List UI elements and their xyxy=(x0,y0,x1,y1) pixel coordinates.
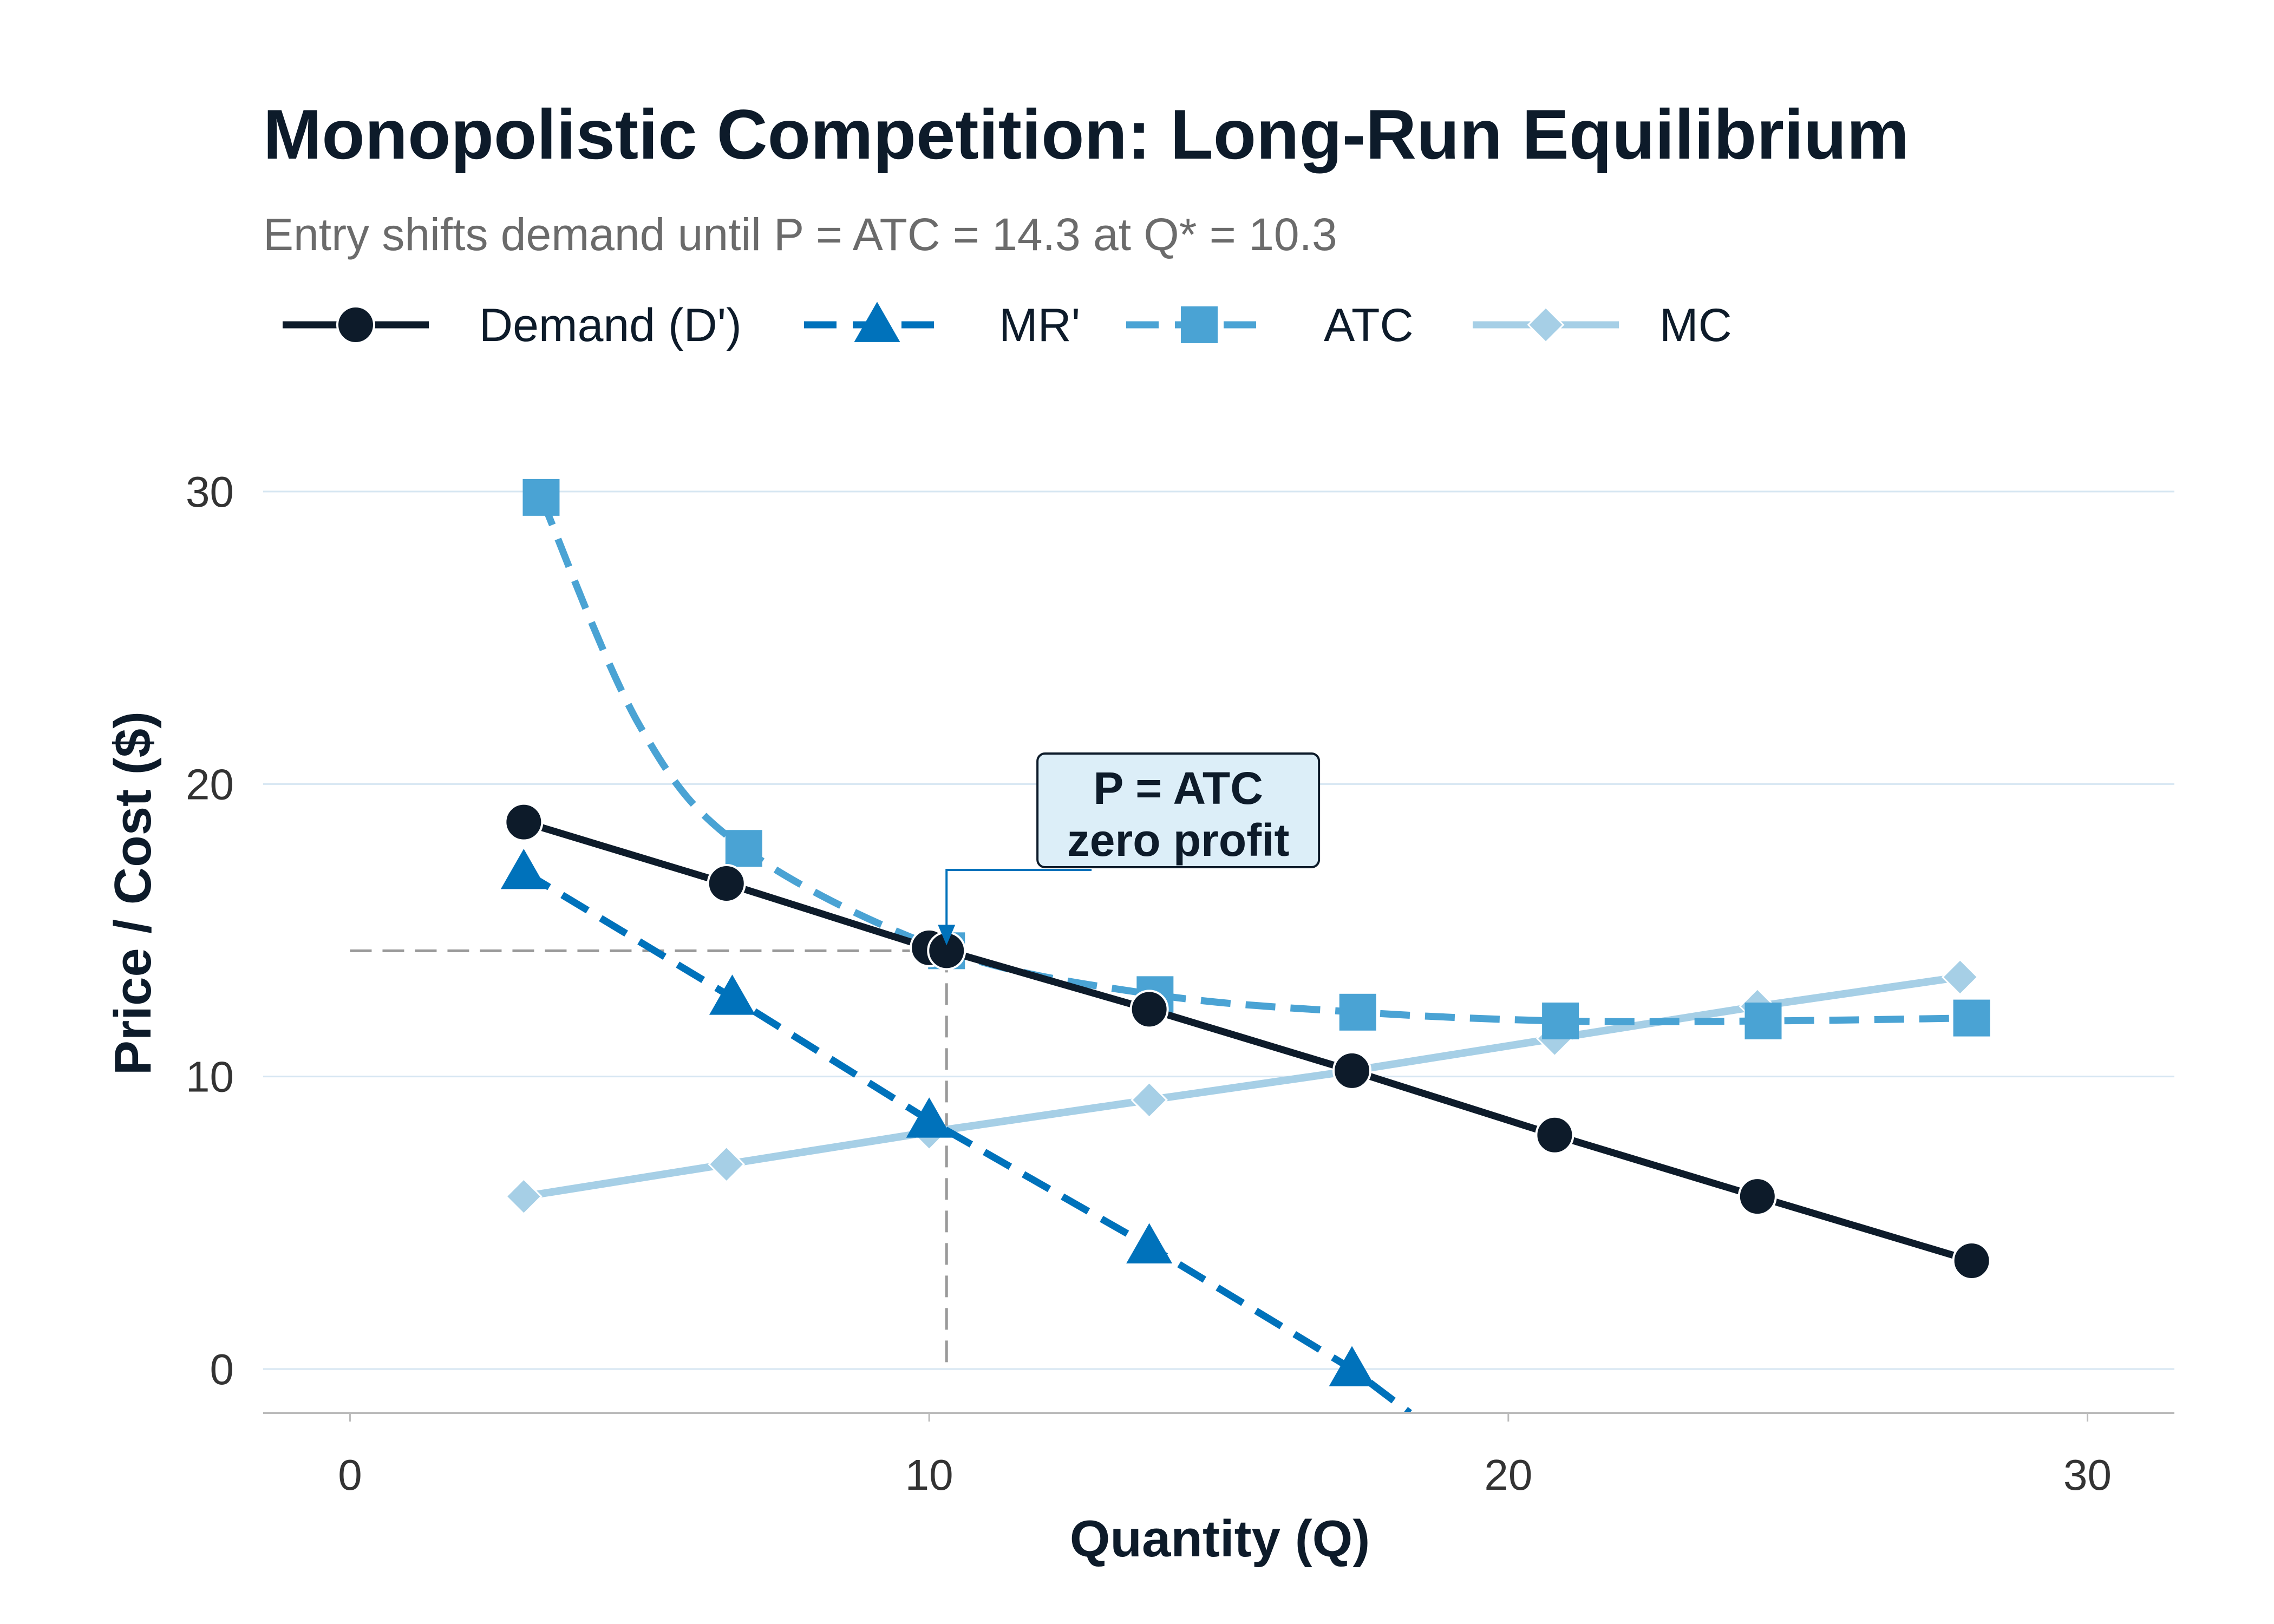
series-layer xyxy=(500,479,1991,1413)
data-point xyxy=(1542,1003,1579,1039)
data-point xyxy=(1329,1346,1375,1386)
axes: 0 10 20 30 0 10 20 30 xyxy=(186,468,2174,1499)
legend-swatch-marker xyxy=(1181,306,1218,343)
data-point xyxy=(1744,1003,1782,1039)
legend-label: ATC xyxy=(1324,299,1414,351)
legend-item: MR' xyxy=(804,299,1080,351)
annotation-box xyxy=(1036,752,1321,868)
data-point xyxy=(522,479,560,516)
y-tick-label: 10 xyxy=(186,1053,234,1101)
grid xyxy=(263,490,2174,1370)
data-point xyxy=(1129,990,1169,1029)
y-tick-label: 30 xyxy=(186,468,234,516)
data-point xyxy=(500,848,547,889)
series-line xyxy=(538,496,1972,1025)
data-point xyxy=(709,974,755,1015)
data-point xyxy=(1339,993,1376,1031)
series-line xyxy=(523,973,1961,1201)
legend-label: MR' xyxy=(999,299,1080,351)
x-tick-label: 30 xyxy=(2063,1451,2112,1499)
data-point xyxy=(1952,1241,1991,1281)
legend-swatch-marker xyxy=(854,302,900,342)
x-axis-label: Quantity (Q) xyxy=(1070,1510,1370,1568)
annotation-arrow-head xyxy=(938,925,956,946)
data-point xyxy=(1941,958,1979,996)
legend: Demand (D') MR' ATC MC xyxy=(283,299,1732,351)
data-point xyxy=(504,802,544,842)
data-point xyxy=(725,830,762,867)
data-point xyxy=(1131,1081,1168,1119)
legend-swatch-marker xyxy=(336,305,375,344)
series-line xyxy=(522,868,1412,1413)
legend-label: Demand (D') xyxy=(479,299,742,351)
x-tick-label: 10 xyxy=(905,1451,953,1499)
data-point xyxy=(708,1145,746,1183)
legend-item: Demand (D') xyxy=(283,299,742,351)
legend-item: ATC xyxy=(1126,299,1414,351)
data-point xyxy=(707,864,746,903)
x-tick-label: 0 xyxy=(338,1451,362,1499)
data-point xyxy=(906,1097,952,1138)
series-demand-d- xyxy=(504,802,1991,1281)
chart-subtitle: Entry shifts demand until P = ATC = 14.3… xyxy=(263,209,1337,260)
data-point xyxy=(1953,999,1990,1037)
annotation-arrow-line xyxy=(945,868,1092,935)
annotation-line-1: P = ATC xyxy=(1093,763,1263,814)
legend-label: MC xyxy=(1659,299,1732,351)
annotation-line-2: zero profit xyxy=(1067,815,1290,866)
x-tick-label: 20 xyxy=(1484,1451,1532,1499)
data-point xyxy=(1126,1223,1173,1263)
chart-title: Monopolistic Competition: Long-Run Equil… xyxy=(263,95,1909,174)
data-point xyxy=(1332,1051,1372,1090)
legend-swatch-marker xyxy=(1527,306,1565,344)
data-point xyxy=(1535,1115,1574,1155)
series-atc xyxy=(522,479,1990,1039)
y-tick-label: 0 xyxy=(210,1345,234,1393)
data-point xyxy=(1737,1177,1777,1216)
legend-item: MC xyxy=(1473,299,1732,351)
y-axis-label: Price / Cost ($) xyxy=(104,711,162,1075)
y-tick-label: 20 xyxy=(186,760,234,808)
series-mr- xyxy=(500,848,1412,1413)
data-point xyxy=(505,1177,543,1215)
equilibrium-guides xyxy=(350,949,948,1369)
